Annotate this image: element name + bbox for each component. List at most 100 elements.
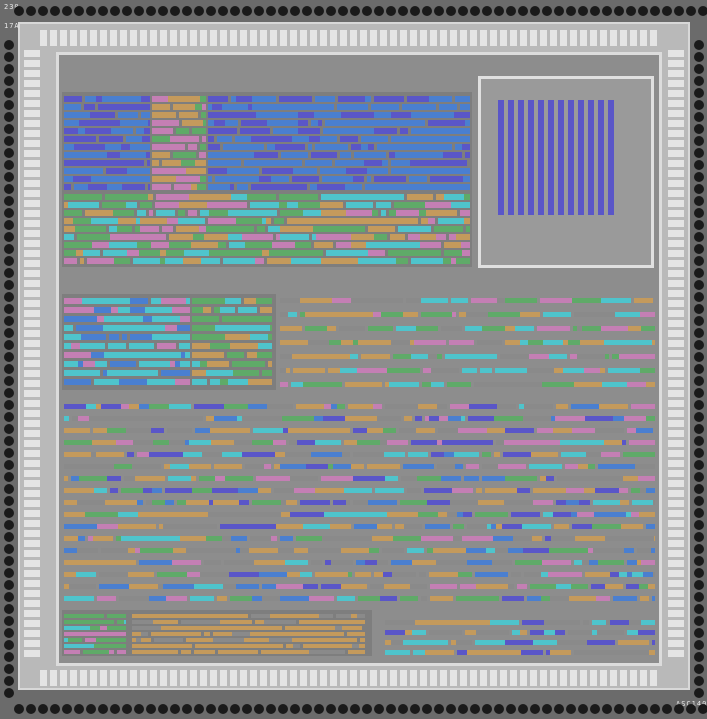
bond-pad: [194, 6, 204, 16]
io-cell: [668, 350, 684, 357]
cell-row-standard: [640, 488, 646, 493]
io-cell: [668, 410, 684, 417]
ram-column: [598, 100, 604, 215]
cell-row-orange: [155, 650, 178, 654]
cell-row-blue: [465, 152, 470, 158]
bond-pad: [314, 704, 324, 714]
cell-row-standard: [222, 452, 242, 457]
io-cell: [290, 670, 297, 686]
cell-row-standard: [91, 452, 96, 457]
cell-row-mixed: [347, 234, 351, 240]
io-cell: [668, 560, 684, 567]
cell-row-mixed: [652, 340, 655, 345]
cell-row-standard: [209, 500, 213, 505]
cell-row-mixed: [464, 354, 497, 359]
cell-row-standard: [425, 524, 450, 529]
cell-row-mixed: [280, 298, 300, 303]
cell-row-mixed: [169, 234, 193, 240]
cell-row-standard: [412, 560, 436, 565]
cell-row-standard: [200, 572, 229, 577]
cell-row-mixed: [480, 368, 492, 373]
cell-row-mixed: [72, 620, 85, 624]
cell-row-blue: [146, 152, 150, 158]
cell-row-standard: [579, 500, 590, 505]
cell-row-mixed: [497, 298, 505, 303]
cell-row-blue: [345, 184, 362, 190]
cell-row-mixed: [192, 352, 224, 358]
cell-row-mixed: [248, 325, 270, 331]
bond-pad: [4, 448, 14, 458]
cell-row-standard: [411, 440, 437, 445]
cell-row-standard: [270, 416, 282, 421]
cell-row-standard: [631, 650, 649, 655]
cell-row-mixed: [351, 234, 374, 240]
cell-row-mixed: [191, 242, 199, 248]
cell-row-mixed: [203, 120, 206, 126]
cell-row-orange: [132, 620, 153, 624]
cell-row-mixed: [209, 210, 228, 216]
cell-row-orange: [359, 644, 365, 648]
cell-row-blue: [256, 112, 263, 118]
cell-row-standard: [300, 572, 312, 577]
cell-row-standard: [592, 630, 597, 635]
cell-row-standard: [194, 404, 224, 409]
cell-row-blue: [311, 152, 329, 158]
bond-pad: [4, 520, 14, 530]
cell-row-standard: [533, 640, 557, 645]
bond-pad: [4, 688, 14, 698]
cell-row-blue: [338, 96, 365, 102]
cell-row-orange: [275, 638, 292, 642]
bond-pad: [134, 6, 144, 16]
cell-row-standard: [88, 536, 93, 541]
cell-row-cyan: [122, 334, 127, 340]
io-cell: [560, 670, 567, 686]
cell-row-blue: [281, 112, 298, 118]
cell-row-mixed: [64, 620, 72, 624]
cell-row-standard: [140, 548, 173, 553]
io-cell: [24, 100, 40, 107]
cell-row-standard: [377, 416, 401, 421]
bond-pad: [110, 6, 120, 16]
cell-row-mixed: [202, 136, 206, 142]
cell-row-standard: [643, 572, 653, 577]
io-cell: [668, 240, 684, 247]
cell-row-mixed: [228, 234, 242, 240]
cell-row-mixed: [628, 340, 652, 345]
bond-pad: [698, 6, 707, 16]
cell-row-mixed: [320, 218, 346, 224]
io-cell: [160, 670, 167, 686]
cell-row-standard: [427, 548, 433, 553]
cell-row-blue: [237, 184, 248, 190]
memory-block: [478, 76, 654, 268]
bond-pad: [182, 704, 192, 714]
cell-row-mixed: [173, 104, 195, 110]
cell-row-standard: [116, 440, 133, 445]
ram-column: [558, 100, 564, 215]
cell-row-mixed: [280, 234, 309, 240]
cell-row-mixed: [184, 250, 209, 256]
cell-row-standard: [365, 560, 377, 565]
cell-row-standard: [454, 452, 479, 457]
cell-row-mixed: [361, 354, 390, 359]
cell-row-mixed: [451, 202, 465, 208]
io-cell: [24, 280, 40, 287]
io-cell: [240, 670, 247, 686]
cell-row-mixed: [64, 250, 76, 256]
cell-row-standard: [566, 500, 579, 505]
cell-row-blue: [411, 184, 443, 190]
cell-row-mixed: [403, 312, 418, 317]
cell-row-mixed: [336, 242, 351, 248]
cell-row-standard: [377, 524, 392, 529]
io-cell: [668, 630, 684, 637]
cell-row-standard: [551, 536, 571, 541]
cell-row-standard: [153, 440, 169, 445]
cell-row-standard: [375, 488, 404, 493]
cell-row-mixed: [183, 258, 201, 264]
bond-pad: [694, 664, 704, 674]
cell-row-mixed: [451, 298, 468, 303]
cell-row-standard: [344, 440, 357, 445]
io-cell: [24, 370, 40, 377]
cell-row-standard: [107, 428, 126, 433]
bond-pad: [194, 704, 204, 714]
cell-row-cyan: [81, 334, 106, 340]
